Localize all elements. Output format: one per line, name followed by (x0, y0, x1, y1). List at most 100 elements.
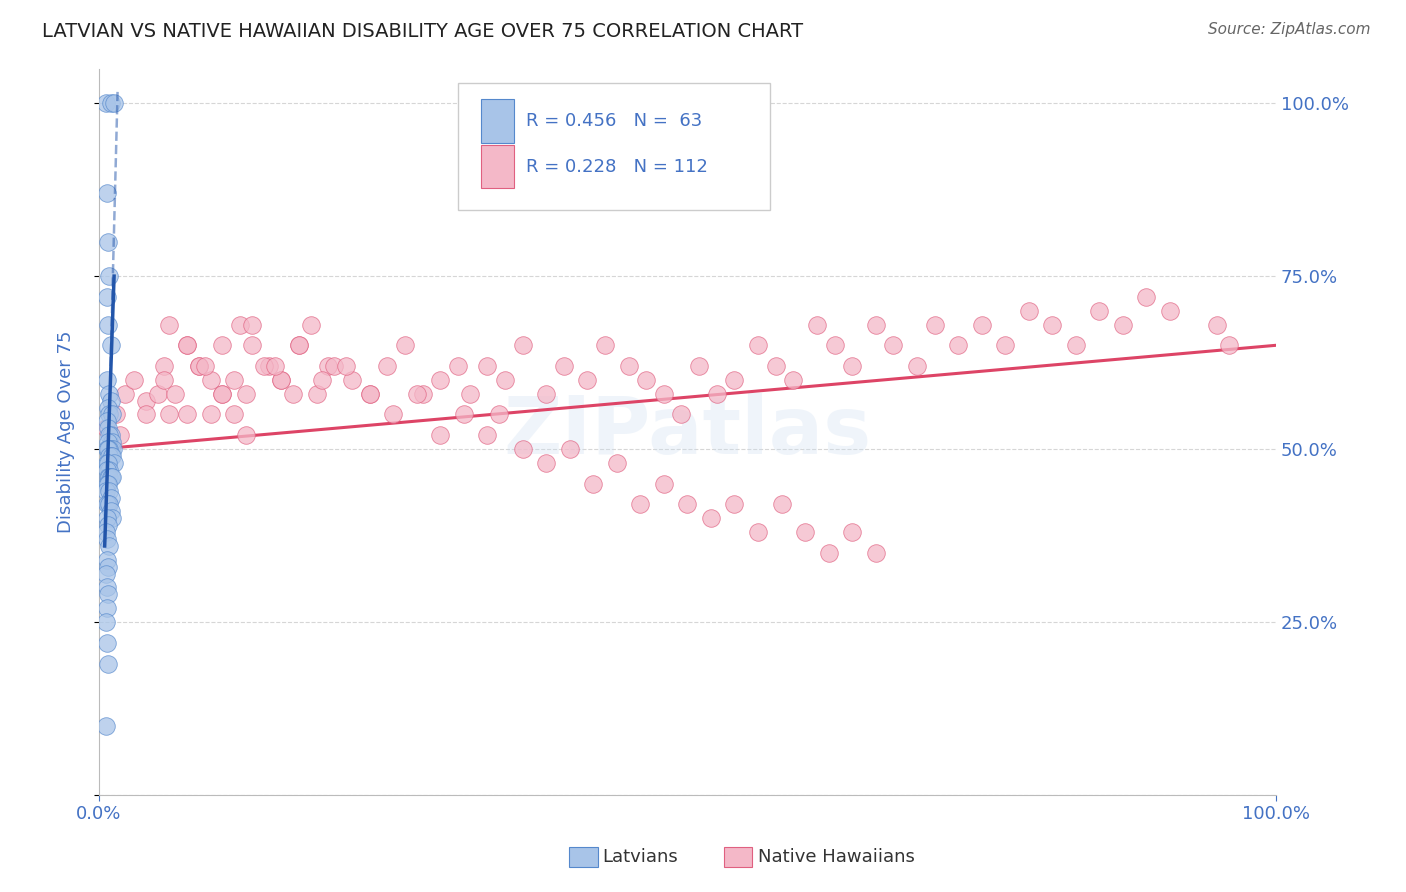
Point (453, 408, 475, 422)
Point (100, 408, 122, 422)
Point (96, 186, 118, 200)
Point (224, 373, 246, 387)
Point (100, 435, 122, 450)
Point (98, 386, 121, 401)
Point (96, 442, 118, 456)
Point (652, 476, 675, 491)
Point (534, 456, 557, 470)
Point (628, 498, 651, 512)
Point (97, 559, 120, 574)
Point (723, 373, 745, 387)
Point (264, 359, 287, 373)
Point (700, 511, 723, 525)
Point (96, 636, 118, 650)
Point (747, 338, 769, 352)
Point (359, 386, 381, 401)
Point (103, 96, 125, 111)
Point (970, 318, 993, 332)
Point (288, 338, 311, 352)
Point (1135, 290, 1157, 304)
Point (97, 401, 120, 415)
Point (252, 359, 274, 373)
Point (97, 657, 120, 671)
Point (108, 428, 131, 442)
Point (97, 476, 120, 491)
Point (122, 373, 145, 387)
Point (94, 566, 117, 581)
Point (176, 408, 198, 422)
Point (311, 373, 333, 387)
Point (97, 587, 120, 601)
Point (553, 359, 575, 373)
Point (96, 373, 118, 387)
Point (1218, 338, 1240, 352)
Point (96, 532, 118, 546)
Point (165, 386, 187, 401)
Point (429, 373, 451, 387)
Point (382, 408, 405, 422)
Point (359, 386, 381, 401)
Point (259, 359, 281, 373)
Point (100, 449, 122, 463)
Point (146, 386, 169, 401)
Point (157, 408, 180, 422)
Point (135, 393, 157, 408)
Point (97, 318, 120, 332)
Point (100, 469, 122, 483)
Point (200, 373, 222, 387)
Point (671, 408, 693, 422)
Point (270, 373, 292, 387)
Point (176, 338, 198, 352)
Point (96, 290, 118, 304)
Point (1206, 318, 1229, 332)
Point (100, 469, 122, 483)
Point (105, 408, 128, 422)
Point (211, 386, 233, 401)
Point (100, 504, 122, 518)
Point (98, 498, 121, 512)
Point (98, 469, 121, 483)
Point (676, 498, 699, 512)
Point (98, 463, 121, 477)
Point (94, 615, 117, 629)
FancyBboxPatch shape (458, 83, 769, 211)
Point (97, 498, 120, 512)
Point (97, 469, 120, 483)
Point (865, 318, 887, 332)
Point (194, 359, 217, 373)
Point (224, 408, 246, 422)
Point (1088, 303, 1111, 318)
Point (558, 442, 581, 456)
Point (794, 525, 817, 540)
Point (97, 456, 120, 470)
Point (782, 373, 804, 387)
Point (176, 338, 198, 352)
Point (100, 393, 122, 408)
Point (97, 235, 120, 249)
Point (706, 386, 728, 401)
Text: R = 0.456   N =  63: R = 0.456 N = 63 (526, 112, 703, 130)
Point (994, 338, 1017, 352)
Point (97, 442, 120, 456)
Point (98, 449, 121, 463)
Point (299, 318, 322, 332)
Point (375, 359, 398, 373)
Point (100, 338, 122, 352)
Point (96, 463, 118, 477)
Point (865, 546, 887, 560)
Point (101, 442, 124, 456)
Point (841, 525, 863, 540)
Point (96, 553, 118, 567)
Point (747, 525, 769, 540)
Point (114, 386, 136, 401)
Point (817, 546, 839, 560)
Point (100, 428, 122, 442)
Text: Latvians: Latvians (602, 848, 678, 866)
Point (94, 96, 117, 111)
Point (98, 408, 121, 422)
Point (412, 386, 434, 401)
Point (606, 456, 628, 470)
Point (512, 338, 534, 352)
Point (593, 338, 616, 352)
Point (94, 525, 117, 540)
